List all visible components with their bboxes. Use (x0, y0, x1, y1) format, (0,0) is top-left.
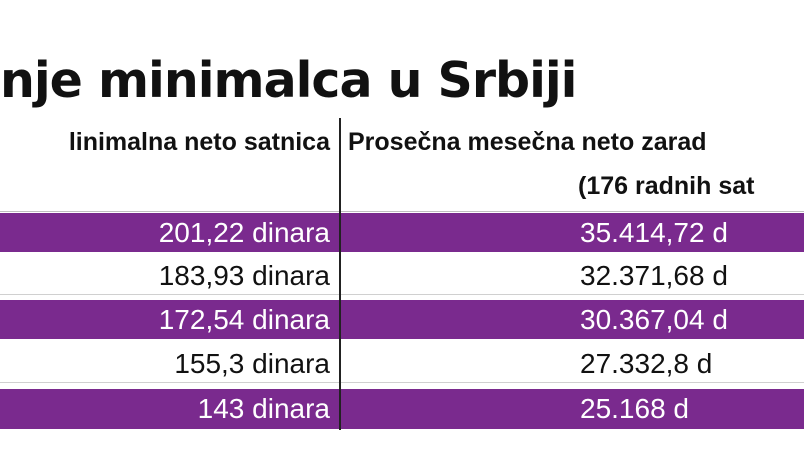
column-header-zarada: Prosečna mesečna neto zarad (348, 128, 707, 156)
table-row: 183,93 dinara 32.371,68 d (0, 256, 804, 295)
zarada-cell: 27.332,8 d (580, 348, 713, 379)
zarada-cell: 35.414,72 d (580, 217, 728, 248)
table-row: 201,22 dinara 35.414,72 d (0, 213, 804, 252)
table-row: 143 dinara 25.168 d (0, 389, 804, 429)
zarada-cell: 30.367,04 d (580, 304, 728, 335)
satnica-cell: 143 dinara (197, 393, 330, 424)
satnica-cell: 201,22 dinara (158, 217, 330, 248)
table-row: 155,3 dinara 27.332,8 d (0, 344, 804, 383)
page-title: nje minimalca u Srbiji (0, 52, 577, 109)
column-header-satnica: linimalna neto satnica (68, 128, 330, 156)
header-divider (0, 211, 804, 212)
zarada-cell: 32.371,68 d (580, 260, 728, 291)
column-header-zarada-sub: (176 radnih sat (578, 172, 755, 200)
satnica-cell: 155,3 dinara (174, 348, 330, 379)
zarada-cell: 25.168 d (580, 393, 689, 424)
satnica-cell: 183,93 dinara (158, 260, 330, 291)
satnica-cell: 172,54 dinara (158, 304, 330, 335)
column-divider (339, 118, 341, 430)
table-row: 172,54 dinara 30.367,04 d (0, 300, 804, 339)
